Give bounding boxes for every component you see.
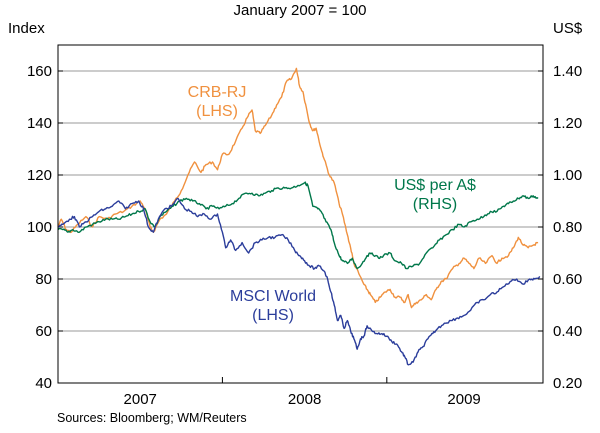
series-label: US$ per A$	[394, 177, 476, 194]
chart-subtitle: January 2007 = 100	[233, 2, 366, 19]
left-tick-label: 120	[27, 167, 52, 184]
right-tick-label: 0.80	[553, 219, 582, 236]
right-tick-label: 1.20	[553, 115, 582, 132]
x-year-label: 2007	[124, 391, 157, 408]
right-axis-ticks: 1.40 1.20 1.00 0.80 0.60 0.40 0.20	[538, 63, 582, 392]
left-axis-title: Index	[8, 20, 45, 37]
right-tick-label: 0.20	[553, 375, 582, 392]
plot-frame	[57, 44, 544, 384]
series-line-us-per-a-	[57, 181, 539, 270]
series-label-axis: (LHS)	[252, 307, 294, 324]
right-axis-title: US$	[553, 20, 583, 37]
right-tick-label: 1.00	[553, 167, 582, 184]
right-tick-label: 0.40	[553, 323, 582, 340]
series-label: MSCI World	[230, 288, 316, 305]
left-tick-label: 40	[35, 375, 52, 392]
gridlines	[58, 70, 543, 332]
source-note: Sources: Bloomberg; WM/Reuters	[57, 411, 247, 425]
series-label: CRB-RJ	[188, 84, 247, 101]
left-tick-label: 160	[27, 63, 52, 80]
x-year-label: 2008	[288, 391, 321, 408]
series-labels: CRB-RJ (LHS) US$ per A$ (RHS) MSCI World (LHS…	[188, 84, 476, 324]
right-tick-label: 0.60	[553, 271, 582, 288]
left-tick-label: 100	[27, 219, 52, 236]
series-line-msci-world	[57, 197, 541, 366]
left-tick-label: 80	[35, 271, 52, 288]
left-tick-label: 60	[35, 323, 52, 340]
left-tick-label: 140	[27, 115, 52, 132]
x-axis: 2007 2008 2009	[124, 377, 481, 408]
series-line-crb-rj	[57, 67, 539, 309]
series-lines	[57, 67, 541, 366]
right-tick-label: 1.40	[553, 63, 582, 80]
x-year-label: 2009	[447, 391, 480, 408]
series-label-axis: (LHS)	[196, 103, 238, 120]
series-label-axis: (RHS)	[413, 196, 457, 213]
